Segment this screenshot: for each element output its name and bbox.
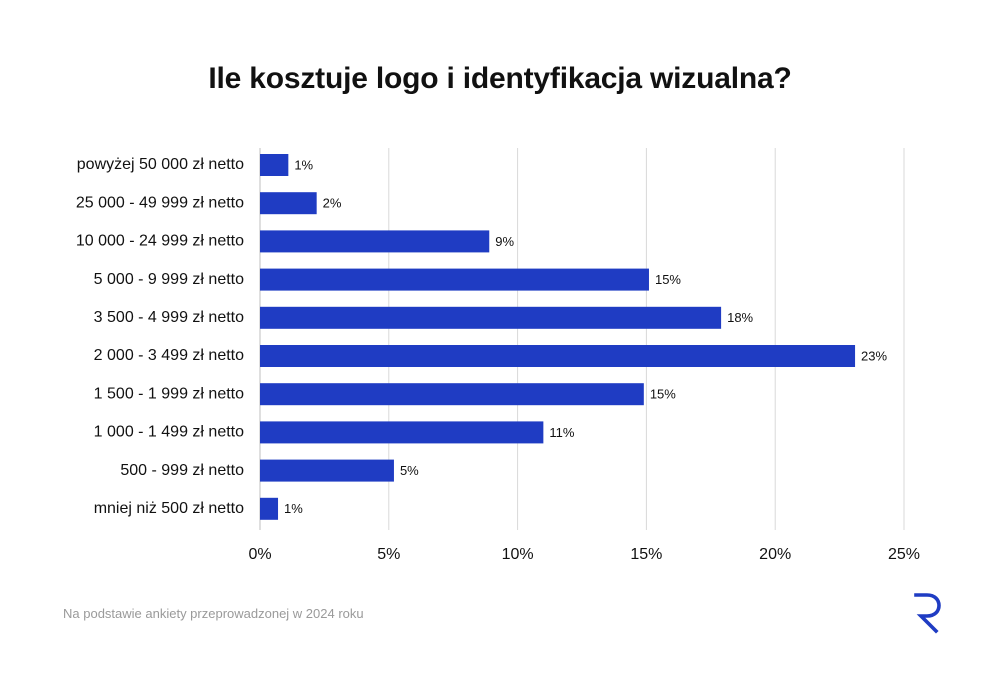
category-label: 1 000 - 1 499 zł netto <box>94 424 244 441</box>
data-label: 11% <box>549 425 574 440</box>
data-label: 9% <box>495 234 514 249</box>
bar <box>260 383 644 406</box>
data-label: 1% <box>294 157 313 172</box>
data-label: 5% <box>400 463 419 478</box>
category-label: 3 500 - 4 999 zł netto <box>94 309 244 326</box>
category-label: powyżej 50 000 zł netto <box>77 156 244 173</box>
bar <box>260 421 544 444</box>
bar <box>260 306 722 329</box>
x-tick-label: 20% <box>759 546 791 563</box>
data-label: 23% <box>861 348 887 363</box>
bar <box>260 459 394 482</box>
x-tick-label: 0% <box>248 546 271 563</box>
category-label: 500 - 999 zł netto <box>120 462 244 479</box>
bar <box>260 268 649 291</box>
x-tick-label: 15% <box>630 546 662 563</box>
bar <box>260 230 490 253</box>
category-label: 25 000 - 49 999 zł netto <box>76 194 244 211</box>
data-label: 2% <box>323 196 342 211</box>
data-label: 1% <box>284 501 303 516</box>
chart-title: Ile kosztuje logo i identyfikacja wizual… <box>208 62 792 95</box>
data-label: 15% <box>655 272 681 287</box>
x-tick-label: 10% <box>502 546 534 563</box>
data-label: 15% <box>650 387 676 402</box>
data-label: 18% <box>727 310 753 325</box>
r-brand-icon <box>914 593 941 634</box>
bar <box>260 192 317 215</box>
x-tick-label: 25% <box>888 546 920 563</box>
bar <box>260 345 856 367</box>
category-label: mniej niż 500 zł netto <box>94 500 244 517</box>
category-label: 10 000 - 24 999 zł netto <box>76 233 244 250</box>
bar <box>260 497 279 520</box>
category-label: 1 500 - 1 999 zł netto <box>94 385 244 402</box>
category-label: 5 000 - 9 999 zł netto <box>94 271 244 288</box>
bar <box>260 154 289 176</box>
x-tick-label: 5% <box>377 546 400 563</box>
category-label: 2 000 - 3 499 zł netto <box>94 347 244 364</box>
source-note: Na podstawie ankiety przeprowadzonej w 2… <box>63 606 364 621</box>
